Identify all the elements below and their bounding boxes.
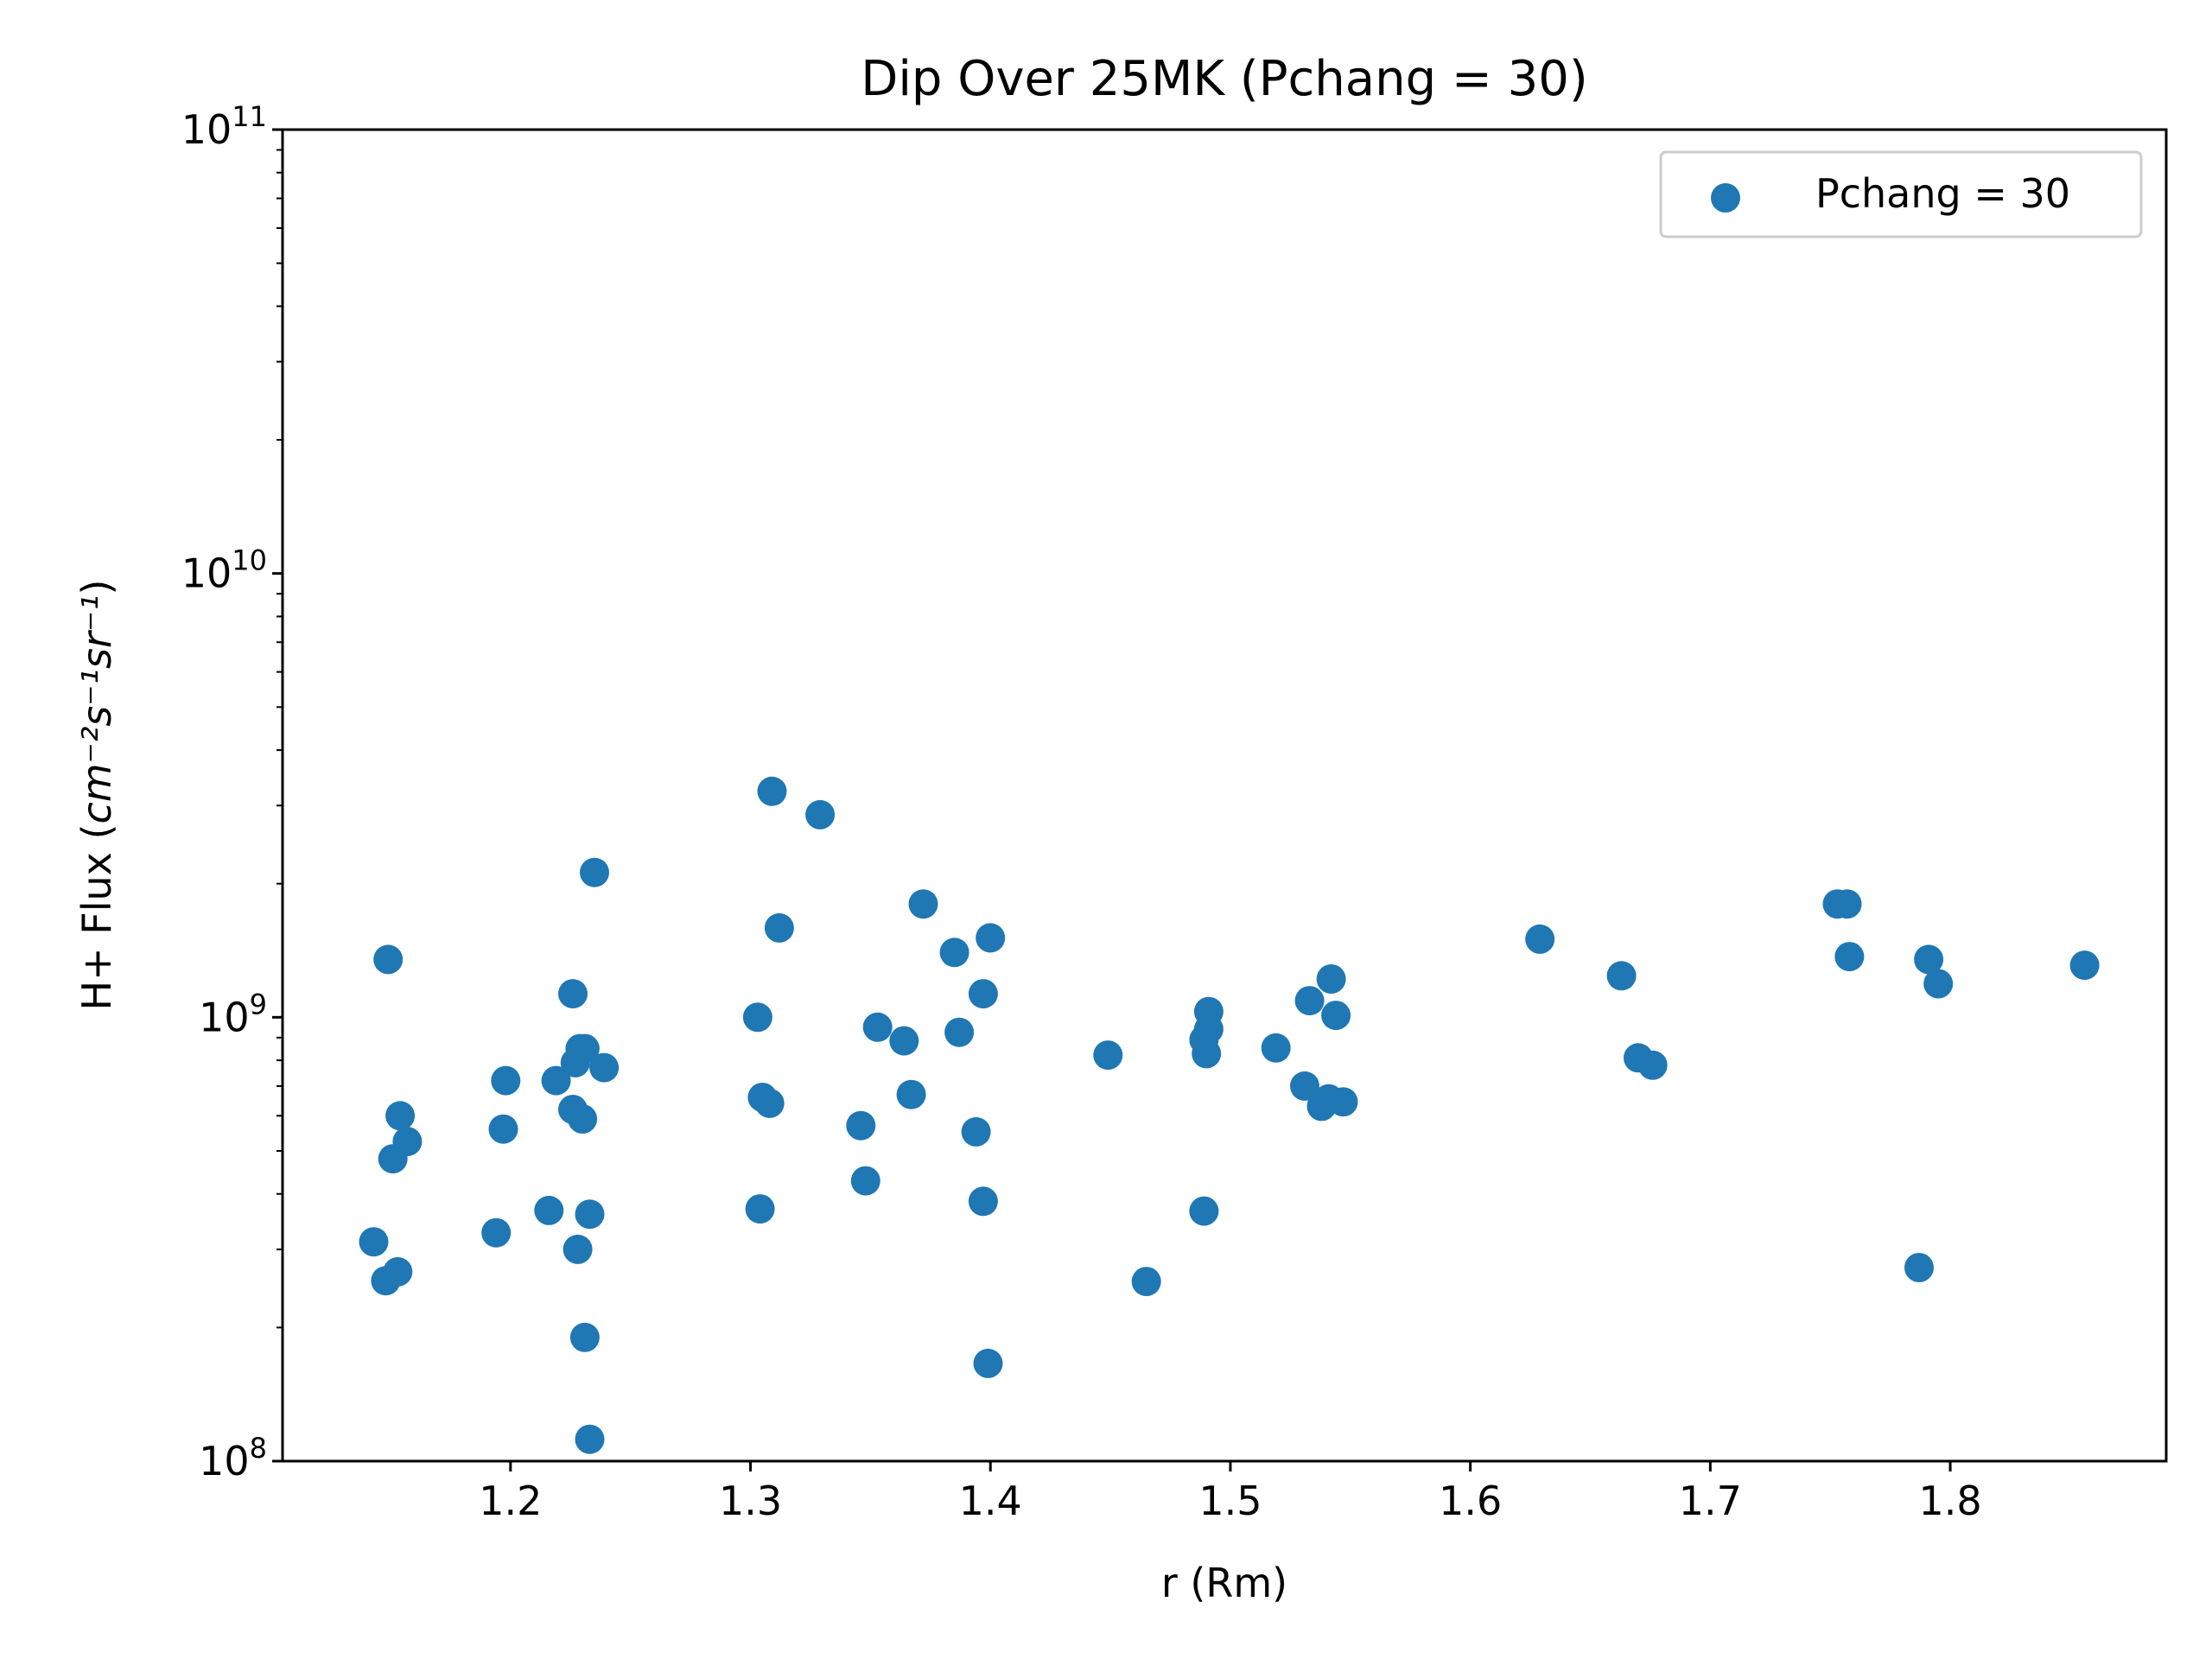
y-axis-label-unit: cm⁻²s⁻¹sr⁻¹ [73,594,120,823]
y-tick-exponent: 9 [250,988,267,1020]
x-tick-label: 1.5 [1198,1478,1262,1524]
y-tick-label: 108 [199,1432,267,1484]
legend: Pchang = 30 [1659,150,2143,238]
data-point [1316,964,1346,994]
data-point [1914,944,1944,975]
data-point [968,1186,998,1217]
y-tick-exponent: 8 [250,1432,267,1465]
data-point [742,1002,772,1033]
data-point [1131,1267,1161,1297]
data-point [568,1104,598,1134]
y-tick-base: 10 [199,1438,250,1484]
data-point [491,1065,521,1096]
data-point [1093,1040,1123,1071]
legend-marker [1711,183,1740,213]
data-point [563,1234,593,1264]
data-point [589,1052,620,1083]
data-point [754,1088,785,1118]
data-point [569,1322,600,1352]
data-points [359,776,2100,1454]
y-tick-label: 109 [199,988,267,1040]
x-tick-label: 1.6 [1439,1478,1502,1524]
data-point [1834,942,1865,972]
x-axis: 1.2 1.3 1.4 1.5 1.6 1.7 1.8 [479,1461,1982,1524]
y-axis-label: H+ Flux (cm⁻²s⁻¹sr⁻¹) [73,579,120,1010]
x-tick-label: 1.4 [959,1478,1022,1524]
y-axis-label-close: ) [73,579,120,594]
plot-frame [281,128,2168,1463]
data-point [1832,889,1862,919]
y-tick-base: 10 [199,994,250,1040]
data-point [1328,1087,1358,1117]
data-point [1189,1196,1219,1226]
data-point [359,1227,389,1257]
data-point [745,1194,775,1224]
data-point [569,1033,600,1064]
x-axis-label: r (Rm) [1161,1560,1287,1606]
data-point [1923,969,1954,999]
data-point [2069,950,2100,981]
y-axis-label-main: H+ Flux ( [73,824,120,1011]
data-point [1525,924,1555,954]
data-point [1294,986,1325,1016]
data-point [575,1424,605,1454]
data-point [908,889,938,919]
data-point [973,1348,1003,1378]
data-point [846,1110,876,1141]
data-point [541,1065,571,1096]
data-point [580,857,609,887]
data-point [373,944,404,975]
legend-label: Pchang = 30 [1815,170,2070,217]
data-point [961,1116,991,1147]
x-tick-label: 1.3 [719,1478,782,1524]
data-point [383,1256,413,1287]
data-point [481,1217,512,1248]
data-point [1606,961,1637,991]
data-point [1193,996,1224,1027]
data-point [488,1114,518,1144]
data-point [805,799,836,830]
data-point [1904,1253,1934,1282]
chart-title: Dip Over 25MK (Pchang = 30) [861,51,1588,107]
x-tick-label: 1.8 [1918,1478,1981,1524]
y-tick-base: 10 [181,550,232,597]
y-tick-exponent: 11 [232,100,267,133]
data-point [575,1199,605,1230]
data-point [976,923,1006,953]
x-tick-label: 1.7 [1679,1478,1742,1524]
data-point [534,1195,564,1225]
data-point [1321,1001,1351,1031]
data-point [896,1079,926,1109]
x-tick-label: 1.2 [479,1478,542,1524]
data-point [939,938,969,968]
data-point [757,776,787,806]
data-point [558,979,588,1009]
data-point [1261,1033,1291,1063]
y-tick-label: 1010 [181,544,267,597]
data-point [944,1017,975,1047]
data-point [1637,1050,1668,1080]
data-point [1290,1071,1319,1101]
legend-box [1659,150,2143,238]
data-point [1192,1039,1222,1069]
y-tick-base: 10 [181,106,232,153]
y-tick-label: 1011 [181,100,267,153]
data-point [968,979,998,1009]
data-point [392,1127,423,1157]
data-point [850,1166,880,1196]
data-point [889,1026,919,1056]
data-point [764,912,794,943]
data-point [862,1012,893,1042]
y-tick-exponent: 10 [232,544,267,577]
data-point [385,1101,416,1131]
